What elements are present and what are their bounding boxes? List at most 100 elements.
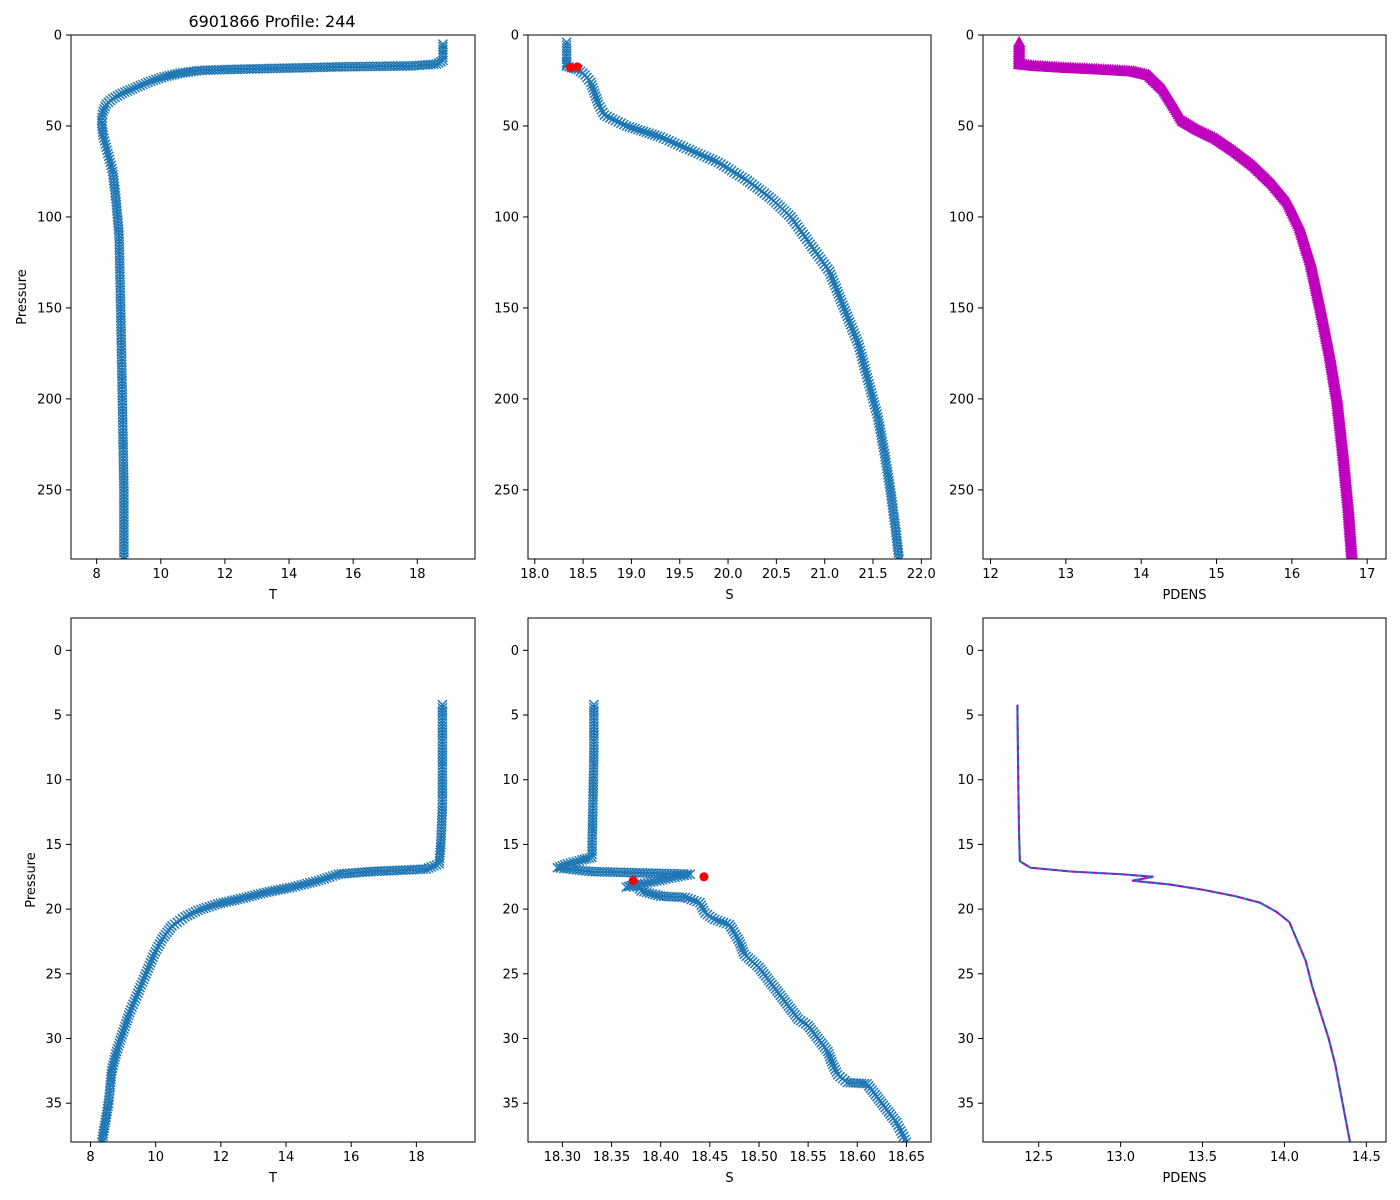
x-tick-label: 20.5	[762, 567, 791, 582]
x-tick-label: 12	[982, 567, 999, 582]
x-tick-label: 16	[343, 1150, 360, 1165]
y-tick-label: 0	[966, 644, 974, 659]
x-tick-label: 19.5	[665, 567, 694, 582]
y-tick-label: 30	[45, 1032, 62, 1047]
x-tick-label: 12.5	[1024, 1150, 1053, 1165]
y-tick-label: 50	[45, 119, 62, 134]
series-line-base	[1016, 704, 1352, 1142]
y-tick-label: 150	[494, 301, 519, 316]
y-tick-label: 20	[502, 903, 519, 918]
axes-frame	[70, 34, 476, 560]
x-tick-label: 14	[281, 567, 298, 582]
x-tick-label: 13.0	[1106, 1150, 1135, 1165]
x-tick-label: 8	[86, 1150, 94, 1165]
x-tick-label: 18	[409, 567, 426, 582]
y-tick-label: 50	[502, 119, 519, 134]
y-tick-label: 150	[949, 301, 974, 316]
x-marker-path	[552, 699, 912, 1142]
x-tick-label: 16	[1284, 567, 1301, 582]
y-tick-label: 100	[949, 210, 974, 225]
flag-point	[699, 872, 709, 882]
y-tick-label: 15	[502, 838, 519, 853]
y-tick-label: 100	[37, 210, 62, 225]
x-axis-label: PDENS	[1162, 1171, 1206, 1186]
x-tick-label: 21.0	[810, 567, 839, 582]
y-tick-label: 5	[54, 709, 62, 724]
series-line-dashed	[1016, 704, 1351, 1142]
subplot-bottom-PDENS: 12.5 13.0 13.5 14.0 14.5 0 5 10 15 20 25 30 35 PDENS	[957, 617, 1387, 1186]
x-tick-label: 18.5	[569, 567, 598, 582]
x-marker-path	[561, 37, 905, 559]
y-tick-label: 0	[511, 29, 519, 44]
x-tick-label: 14	[1133, 567, 1150, 582]
flag-point	[572, 62, 582, 72]
x-tick-label: 18.45	[691, 1150, 728, 1165]
x-tick-label: 18.35	[593, 1150, 630, 1165]
flag-point	[566, 63, 576, 73]
x-tick-label: 18.55	[790, 1150, 827, 1165]
y-tick-label: 150	[37, 301, 62, 316]
y-tick-label: 250	[949, 483, 974, 498]
y-tick-label: 200	[494, 392, 519, 407]
y-tick-label: 0	[54, 644, 62, 659]
y-tick-label: 20	[957, 903, 974, 918]
x-marker-path	[96, 699, 448, 1142]
x-axis-label: S	[725, 588, 733, 603]
x-tick-label: 12	[217, 567, 234, 582]
subplot-top-PDENS: 12 13 14 15 16 17 0 50 100 150 200 250 PDENS	[949, 29, 1387, 603]
x-tick-label: 14.5	[1352, 1150, 1381, 1165]
plot-area	[96, 39, 448, 559]
x-marker-path	[96, 39, 448, 559]
x-tick-label: 8	[93, 567, 101, 582]
subplot-bottom-S: 18.30 18.35 18.40 18.45 18.50 18.55 18.60 18.65…	[502, 617, 932, 1186]
y-tick-label: 10	[957, 773, 974, 788]
y-tick-label: 5	[511, 709, 519, 724]
y-tick-label: 200	[949, 392, 974, 407]
axes-frame	[527, 34, 932, 560]
triangle-marker-path	[1012, 35, 1359, 559]
y-axis-label: Pressure	[15, 269, 30, 325]
x-tick-label: 18.30	[544, 1150, 581, 1165]
series-markers	[1012, 35, 1359, 559]
x-tick-label: 12	[213, 1150, 230, 1165]
y-tick-label: 20	[45, 903, 62, 918]
y-tick-label: 10	[45, 773, 62, 788]
axes-frame	[982, 617, 1387, 1143]
y-tick-label: 250	[37, 483, 62, 498]
x-tick-label: 14	[278, 1150, 295, 1165]
x-tick-label: 10	[147, 1150, 164, 1165]
x-axis-label: S	[725, 1171, 733, 1186]
series-markers	[96, 699, 448, 1142]
y-tick-label: 15	[957, 838, 974, 853]
x-tick-label: 21.5	[859, 567, 888, 582]
y-tick-label: 100	[494, 210, 519, 225]
x-tick-label: 17	[1359, 567, 1376, 582]
y-tick-label: 10	[502, 773, 519, 788]
y-tick-label: 15	[45, 838, 62, 853]
plot-area	[1012, 35, 1359, 559]
y-tick-label: 30	[502, 1032, 519, 1047]
y-tick-label: 25	[45, 967, 62, 982]
series-line	[557, 704, 908, 1142]
x-axis-label: T	[268, 1171, 277, 1186]
subplot-top-S: 18.0 18.5 19.0 19.5 20.0 20.5 21.0 21.5 22.0 0 50 1…	[494, 29, 936, 604]
x-tick-label: 16	[345, 567, 362, 582]
series-line	[101, 704, 444, 1142]
x-tick-label: 18.60	[839, 1150, 876, 1165]
plot-area	[552, 699, 912, 1142]
x-tick-label: 15	[1208, 567, 1225, 582]
x-axis-label: T	[268, 588, 277, 603]
y-tick-label: 35	[502, 1097, 519, 1112]
subplot-bottom-T: 8 10 12 14 16 18 0 5 10 15 20 25 30 35 T Pressure	[24, 617, 476, 1186]
y-tick-label: 35	[45, 1097, 62, 1112]
x-tick-label: 13.5	[1188, 1150, 1217, 1165]
x-tick-label: 14.0	[1270, 1150, 1299, 1165]
x-tick-label: 18.0	[520, 567, 549, 582]
figure-title: 6901866 Profile: 244	[188, 12, 355, 31]
axes-frame	[70, 617, 476, 1143]
y-axis-label: Pressure	[24, 852, 39, 908]
plot-area	[1016, 704, 1352, 1142]
y-tick-label: 0	[511, 644, 519, 659]
x-tick-label: 18.40	[642, 1150, 679, 1165]
